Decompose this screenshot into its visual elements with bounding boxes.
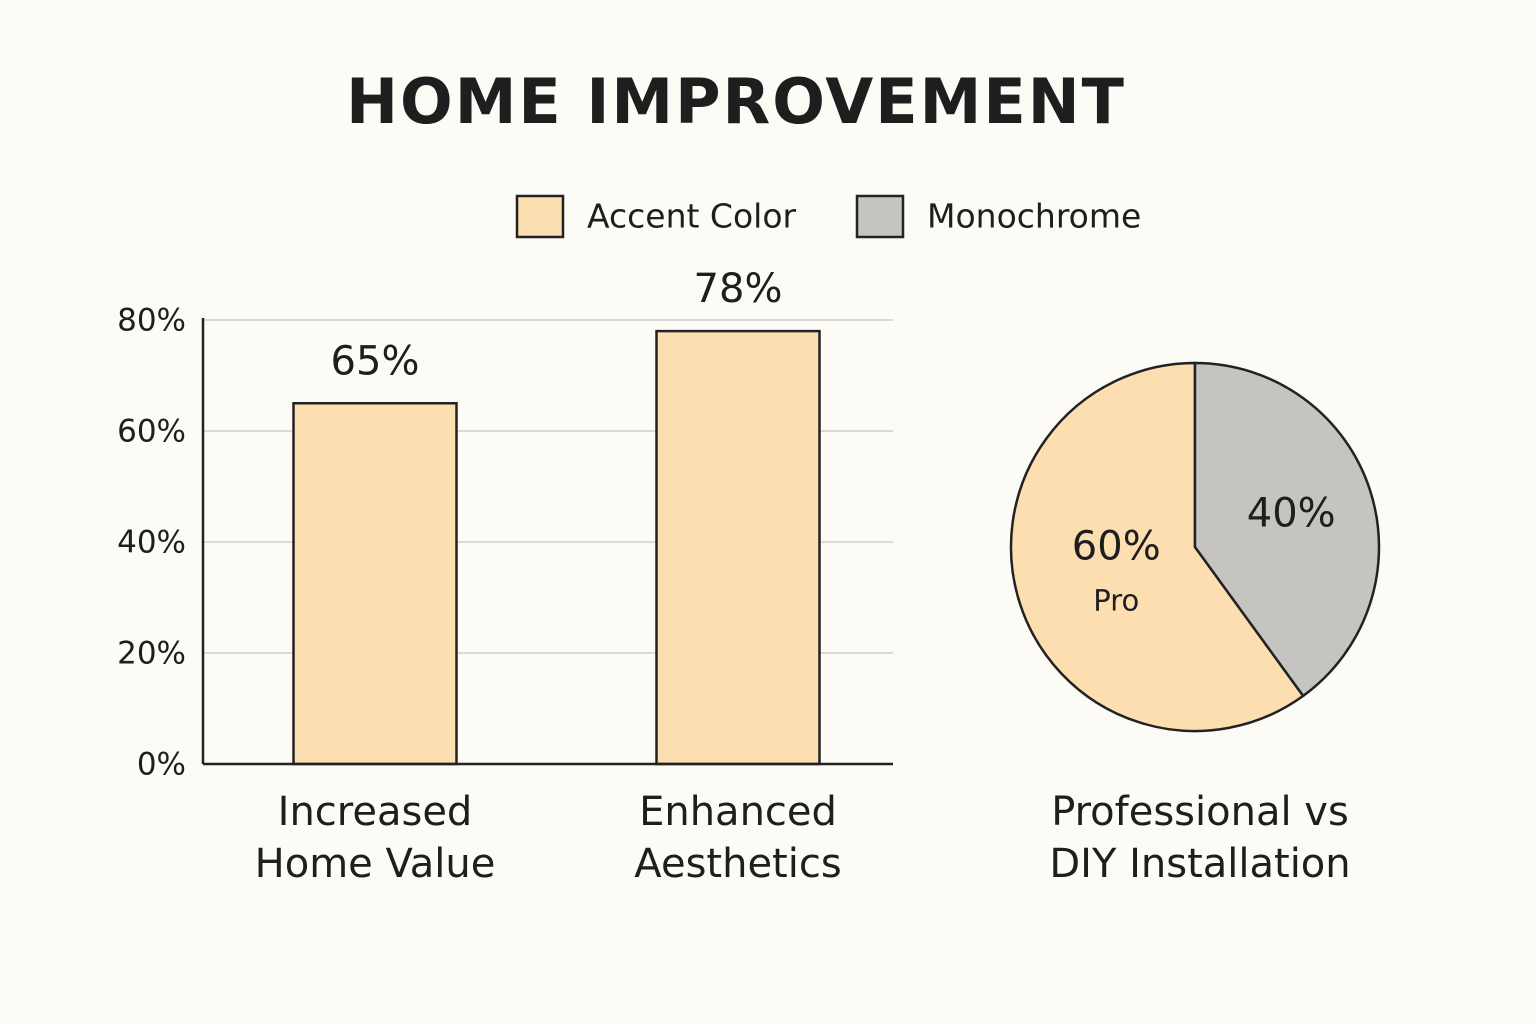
y-tick-label: 80%: [117, 303, 186, 339]
slice-label: Pro: [1093, 584, 1139, 618]
slice-value-label: 40%: [1247, 491, 1336, 537]
legend-label: Monochrome: [927, 197, 1141, 236]
pie-title: Professional vs DIY Installation: [1049, 789, 1351, 887]
y-tick-label: 60%: [117, 414, 186, 450]
y-tick-label: 20%: [117, 636, 186, 672]
pie-slice: [1009, 361, 1305, 733]
value-label: 78%: [694, 266, 783, 312]
bar: [655, 329, 821, 766]
slice-value-label: 60%: [1072, 524, 1161, 570]
x-tick-label: Increased Home Value: [254, 789, 496, 887]
x-tick-label: Enhanced Aesthetics: [634, 789, 842, 887]
legend-swatch: [515, 194, 565, 239]
bar: [292, 402, 458, 766]
legend-swatch: [855, 194, 905, 239]
y-tick-label: 40%: [117, 525, 186, 561]
pie-slice: [1193, 361, 1381, 698]
value-label: 65%: [331, 338, 420, 384]
legend-label: Accent Color: [587, 197, 797, 236]
y-tick-label: 0%: [137, 747, 186, 783]
chart-title: HOME IMPROVEMENT: [346, 65, 1126, 138]
